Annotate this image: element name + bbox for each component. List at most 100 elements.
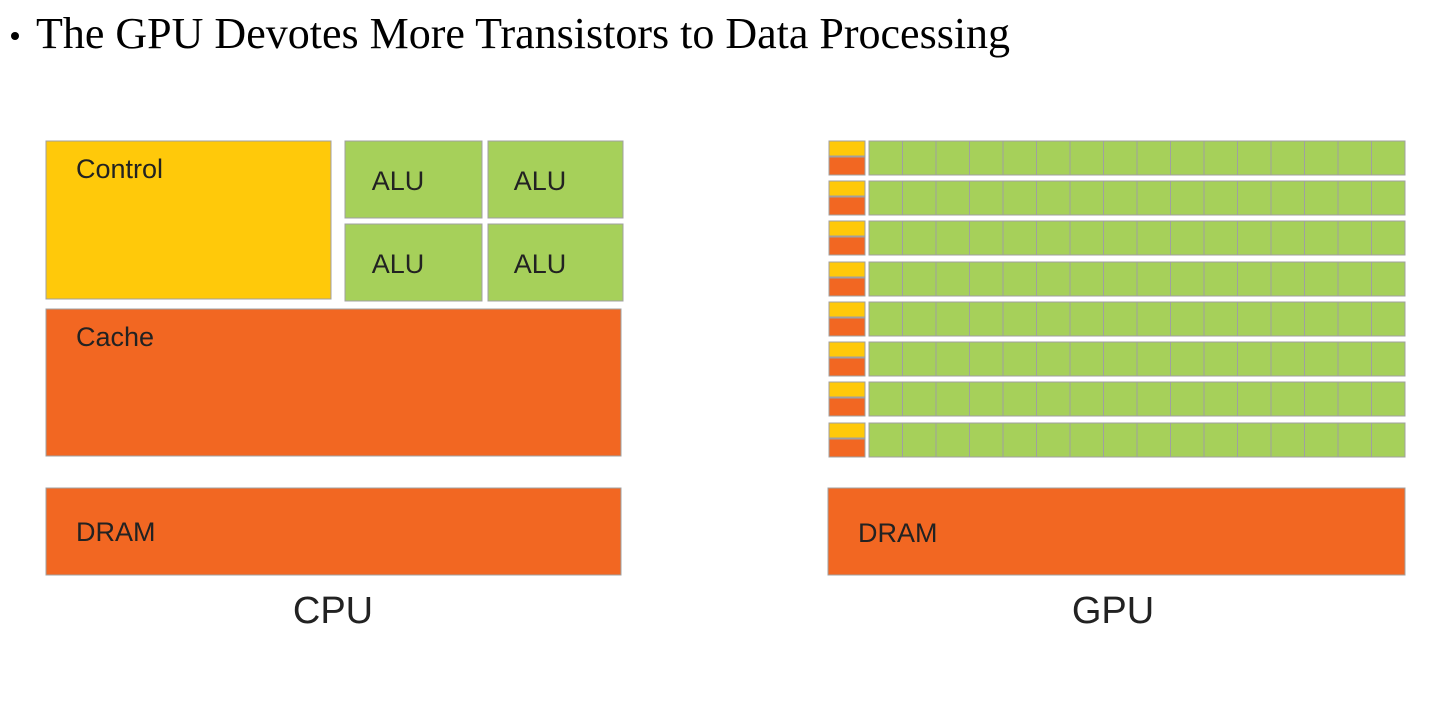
alu-cell [902,220,937,256]
alu-label: ALU [514,166,567,196]
alu-cell [1237,381,1272,417]
control-cell [828,422,866,439]
alu-cell [1136,261,1171,297]
alu-cell [1170,341,1205,377]
alu-cell [1203,422,1238,458]
alu-cell [1002,381,1037,417]
alu-cell [902,180,937,216]
alu-cell [1103,180,1138,216]
alu-cell [1270,422,1305,458]
alu-cell [1103,341,1138,377]
alu-cell [1270,341,1305,377]
alu-cell [1304,301,1339,337]
alu-cell [1304,261,1339,297]
alu-cell [1371,381,1406,417]
alu-cell [1136,301,1171,337]
alu-cell [1036,341,1071,377]
alu-cell [935,140,970,176]
alu-cell [1371,140,1406,176]
alu-cell [1203,220,1238,256]
alu-cell [1304,220,1339,256]
alu-cell [1002,220,1037,256]
alu-block [487,223,624,302]
alu-cell [1371,301,1406,337]
alu-cell [1036,261,1071,297]
control-cell [828,381,866,398]
alu-cell [1069,220,1104,256]
alu-cell [1237,341,1272,377]
alu-cell [1036,422,1071,458]
alu-cell [1270,220,1305,256]
cpu-label: CPU [293,590,373,632]
alu-cell [1237,261,1272,297]
alu-cell [1103,381,1138,417]
control-cell [828,261,866,278]
alu-cell [969,341,1004,377]
alu-cell [1036,301,1071,337]
alu-cell [902,341,937,377]
alu-cell [1304,341,1339,377]
alu-label: ALU [372,166,425,196]
alu-cell [902,140,937,176]
alu-cell [1270,180,1305,216]
alu-cell [1103,261,1138,297]
gpu: DRAM GPU [827,140,1406,632]
alu-cell [935,180,970,216]
alu-cell [1170,301,1205,337]
gpu-label: GPU [1072,590,1154,632]
alu-cell [1103,422,1138,458]
alu-cell [935,422,970,458]
alu-cell [1069,261,1104,297]
alu-cell [1002,261,1037,297]
alu-cell [1237,180,1272,216]
alu-cell [1337,422,1372,458]
alu-cell [1036,381,1071,417]
title: The GPU Devotes More Transistors to Data… [36,9,1010,58]
alu-cell [1337,301,1372,337]
alu-cell [1036,220,1071,256]
control-block [45,140,332,300]
dram-label: DRAM [858,518,938,548]
alu-cell [902,381,937,417]
alu-cell [1002,140,1037,176]
cache-cell [828,277,866,297]
alu-cell [1371,220,1406,256]
alu-cell [969,180,1004,216]
alu-cell [1337,220,1372,256]
alu-cell [969,220,1004,256]
alu-cell [1203,261,1238,297]
cache-label: Cache [76,322,154,352]
alu-cell [1136,381,1171,417]
alu-block [487,140,624,219]
alu-cell [1002,301,1037,337]
bullet [11,32,19,40]
alu-cell [1036,140,1071,176]
alu-cell [1036,180,1071,216]
alu-cell [1203,140,1238,176]
alu-cell [1237,422,1272,458]
cache-cell [828,397,866,417]
alu-label: ALU [514,249,567,279]
alu-cell [969,140,1004,176]
alu-cell [1170,140,1205,176]
alu-cell [902,261,937,297]
alu-cell [1002,422,1037,458]
alu-cell [1103,220,1138,256]
alu-cell [1170,381,1205,417]
alu-cell [935,261,970,297]
dram-block [827,487,1406,576]
cache-cell [828,438,866,458]
control-cell [828,341,866,358]
alu-cell [1270,140,1305,176]
alu-cell [1069,341,1104,377]
alu-cell [1270,261,1305,297]
alu-cell [1203,301,1238,337]
alu-cell [1371,341,1406,377]
alu-cell [1170,220,1205,256]
alu-cell [935,341,970,377]
cpu: Control ALU ALU ALU ALU Cache DRAM CPU [45,140,624,632]
alu-cell [1069,301,1104,337]
alu-cell [1069,140,1104,176]
alu-cell [969,301,1004,337]
alu-cell [1136,220,1171,256]
